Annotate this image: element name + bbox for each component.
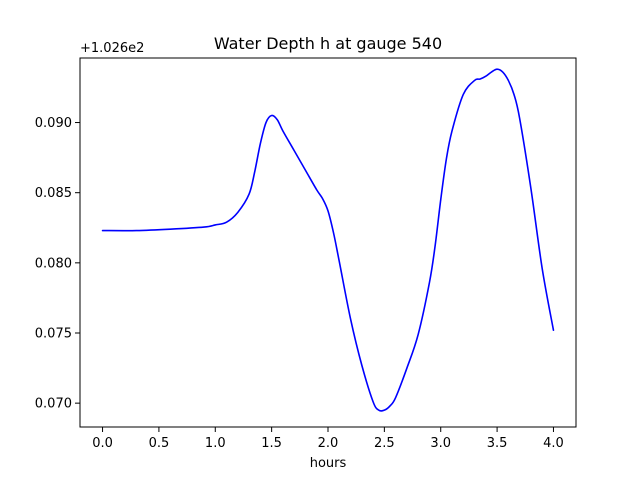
x-tick-label: 0.0 <box>92 436 113 451</box>
x-tick-label: 2.5 <box>374 436 395 451</box>
y-tick-label: 0.090 <box>35 116 72 131</box>
x-axis-ticks: 0.0 0.5 1.0 1.5 2.0 2.5 3.0 3.5 4.0 <box>92 427 564 451</box>
y-tick-label: 0.080 <box>35 256 72 271</box>
y-tick-label: 0.085 <box>35 186 72 201</box>
x-tick-label: 0.5 <box>149 436 170 451</box>
x-tick-label: 3.0 <box>430 436 451 451</box>
plot-area-frame <box>79 57 577 428</box>
y-tick-label: 0.070 <box>35 397 72 412</box>
x-axis-label: hours <box>310 456 347 471</box>
x-tick-label: 1.5 <box>261 436 282 451</box>
x-tick-label: 2.0 <box>318 436 339 451</box>
y-axis-offset-label: +1.026e2 <box>80 41 144 56</box>
y-tick-label: 0.075 <box>35 326 72 341</box>
plot-lines <box>101 68 555 412</box>
y-axis-ticks: 0.070 0.075 0.080 0.085 0.090 <box>35 116 80 412</box>
x-tick-label: 4.0 <box>543 436 564 451</box>
chart-title: Water Depth h at gauge 540 <box>214 34 442 53</box>
x-tick-label: 3.5 <box>487 436 508 451</box>
water-depth-line <box>101 68 555 412</box>
x-tick-label: 1.0 <box>205 436 226 451</box>
